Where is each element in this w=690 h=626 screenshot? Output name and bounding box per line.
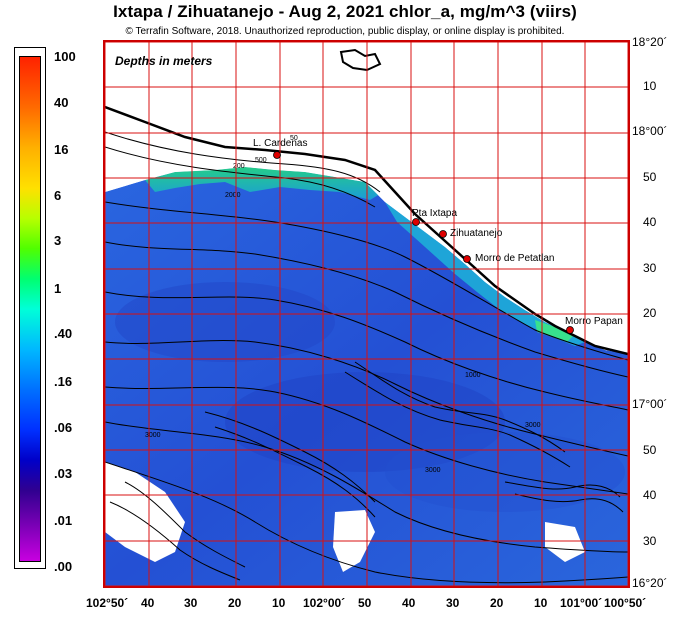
lat-lon-grid xyxy=(105,42,628,586)
bloom-patch xyxy=(535,320,575,342)
contour-label: 3000 xyxy=(525,422,541,429)
place-marker xyxy=(273,151,281,159)
coastal-bloom xyxy=(145,167,380,200)
map-canvas: 1000 2000 3000 3000 3000 500 200 50 xyxy=(105,42,628,586)
copyright-notice: © Terrafin Software, 2018. Unauthorized … xyxy=(125,26,565,37)
contour-label: 3000 xyxy=(145,432,161,439)
latitude-label: 18°20´ xyxy=(632,35,668,49)
latitude-label: 50 xyxy=(643,170,657,184)
latitude-label: 18°00´ xyxy=(632,124,668,138)
longitude-label: 102°50´ xyxy=(86,596,129,610)
legend-label: 6 xyxy=(54,188,62,203)
legend-label: .16 xyxy=(54,374,73,389)
place-marker xyxy=(412,218,420,226)
latitude-label: 17°00´ xyxy=(632,397,668,411)
latitude-label: 16°20´ xyxy=(632,576,668,590)
contour-label: 2000 xyxy=(225,192,241,199)
latitude-label: 30 xyxy=(643,261,657,275)
place-label: Pta Ixtapa xyxy=(412,208,458,219)
no-data-patch xyxy=(545,522,585,562)
place-marker xyxy=(566,326,574,334)
place-label: L. Cardenas xyxy=(253,138,308,149)
color-scale-legend xyxy=(14,47,46,569)
latitude-label: 10 xyxy=(643,79,657,93)
longitude-label: 101°00´ xyxy=(560,596,603,610)
longitude-label: 102°00´ xyxy=(303,596,346,610)
longitude-label: 50 xyxy=(358,596,372,610)
place-markers xyxy=(273,151,574,334)
legend-label: 1 xyxy=(54,281,62,296)
legend-label: 40 xyxy=(54,95,69,110)
contour-labels: 1000 2000 3000 3000 3000 500 200 50 xyxy=(145,135,541,474)
depth-note: Depths in meters xyxy=(115,54,213,68)
longitude-label: 10 xyxy=(534,596,548,610)
legend-label: 3 xyxy=(54,233,62,248)
contour-label: 1000 xyxy=(465,372,481,379)
longitude-label: 40 xyxy=(402,596,416,610)
place-marker xyxy=(439,230,447,238)
color-scale-bar xyxy=(19,56,41,562)
longitude-label: 30 xyxy=(446,596,460,610)
depth-contours xyxy=(105,131,628,584)
latitude-label: 10 xyxy=(643,351,657,365)
latitude-label: 40 xyxy=(643,488,657,502)
legend-label: 100 xyxy=(54,49,76,64)
legend-label: 16 xyxy=(54,142,69,157)
island-outline xyxy=(339,48,382,72)
longitude-label: 40 xyxy=(141,596,155,610)
longitude-label: 10 xyxy=(272,596,286,610)
contour-label: 500 xyxy=(255,157,267,164)
latitude-label: 30 xyxy=(643,534,657,548)
longitude-label: 20 xyxy=(490,596,504,610)
map-frame: 1000 2000 3000 3000 3000 500 200 50 Depths in m… xyxy=(103,40,630,588)
contour-label: 50 xyxy=(290,135,298,142)
legend-label: .06 xyxy=(54,420,73,435)
legend-label: .01 xyxy=(54,513,73,528)
contour-label: 3000 xyxy=(425,467,441,474)
latitude-label: 40 xyxy=(643,215,657,229)
place-label: Zihuatanejo xyxy=(450,228,503,239)
place-marker xyxy=(463,255,471,263)
longitude-label: 100°50´ xyxy=(604,596,647,610)
latitude-label: 20 xyxy=(643,306,657,320)
map-title: Ixtapa / Zihuatanejo - Aug 2, 2021 chlor… xyxy=(113,2,577,21)
legend-label: .40 xyxy=(54,326,73,341)
legend-label: .03 xyxy=(54,466,73,481)
contour-label: 200 xyxy=(233,163,245,170)
longitude-label: 30 xyxy=(184,596,198,610)
legend-label: .00 xyxy=(54,559,73,574)
longitude-label: 20 xyxy=(228,596,242,610)
place-label: Morro de Petatlan xyxy=(475,253,555,264)
place-label: Morro Papan xyxy=(565,316,623,327)
latitude-label: 50 xyxy=(643,443,657,457)
